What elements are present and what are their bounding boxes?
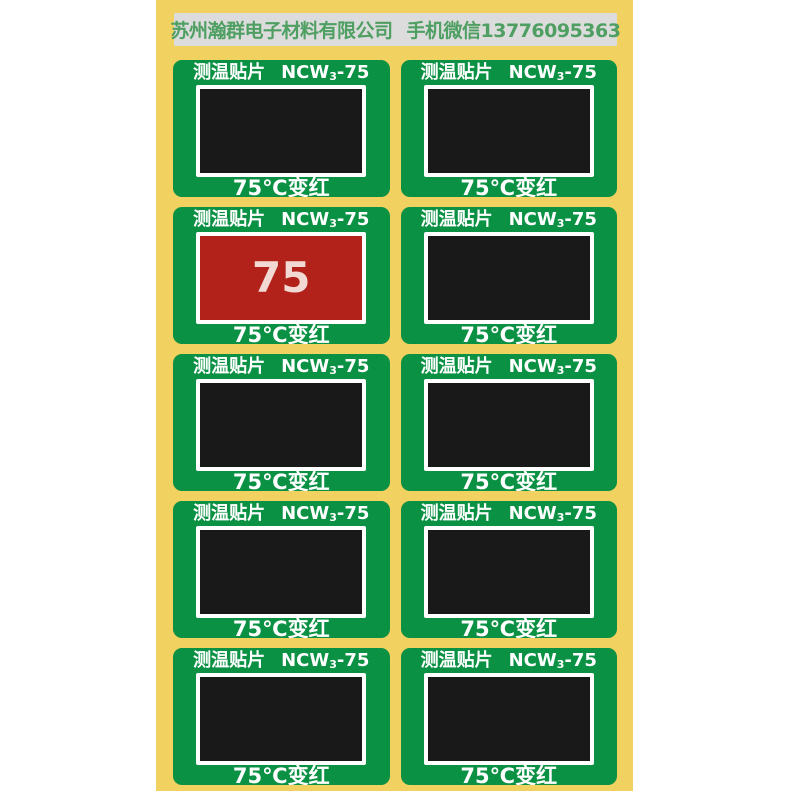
model-subscript: 3: [329, 217, 337, 230]
model-prefix: NCW: [508, 650, 557, 671]
temperature-sticker: 测温贴片 NCW 3 -75 75℃变红: [173, 60, 390, 197]
sticker-name: 测温贴片: [193, 356, 266, 377]
sticker-name: 测温贴片: [193, 650, 266, 671]
model-suffix: -75: [336, 356, 370, 377]
sticker-title: 测温贴片 NCW 3 -75: [193, 209, 369, 231]
sticker-model: NCW 3 -75: [281, 209, 369, 231]
model-prefix: NCW: [281, 503, 330, 524]
model-prefix: NCW: [281, 650, 330, 671]
model-suffix: -75: [336, 503, 370, 524]
sticker-caption: 75℃变红: [460, 322, 558, 344]
model-subscript: 3: [329, 364, 337, 377]
temperature-sticker: 测温贴片 NCW 3 -75 75℃变红: [400, 648, 617, 785]
sticker-model: NCW 3 -75: [509, 650, 597, 672]
model-subscript: 3: [556, 658, 565, 671]
temperature-sticker: 测温贴片 NCW 3 -75 75℃变红: [400, 207, 617, 344]
sticker-title: 测温贴片 NCW 3 -75: [421, 356, 597, 378]
model-subscript: 3: [329, 511, 337, 524]
sticker-model: NCW 3 -75: [281, 62, 369, 84]
sticker-name: 测温贴片: [420, 62, 493, 83]
model-suffix: -75: [336, 650, 370, 671]
sticker-title: 测温贴片 NCW 3 -75: [421, 503, 597, 525]
sticker-model: NCW 3 -75: [509, 62, 597, 84]
model-subscript: 3: [556, 217, 565, 230]
sticker-caption: 75℃变红: [232, 616, 330, 638]
model-suffix: -75: [336, 209, 370, 230]
sticker-title: 测温贴片 NCW 3 -75: [193, 62, 369, 84]
indicator-window: [423, 378, 594, 471]
indicator-window: [196, 525, 367, 618]
sticker-caption: 75℃变红: [460, 616, 558, 638]
sticker-name: 测温贴片: [193, 503, 266, 524]
sticker-caption: 75℃变红: [232, 322, 330, 344]
indicator-window: [423, 672, 594, 765]
model-prefix: NCW: [281, 62, 330, 83]
indicator-window: [196, 672, 367, 765]
model-prefix: NCW: [508, 209, 557, 230]
sticker-name: 测温贴片: [420, 650, 493, 671]
model-prefix: NCW: [508, 503, 557, 524]
sticker-title: 测温贴片 NCW 3 -75: [193, 356, 369, 378]
sticker-model: NCW 3 -75: [281, 650, 369, 672]
sticker-name: 测温贴片: [420, 209, 493, 230]
indicator-window: [423, 231, 594, 324]
indicator-window: [196, 378, 367, 471]
sticker-model: NCW 3 -75: [281, 503, 369, 525]
model-suffix: -75: [336, 62, 370, 83]
temperature-sticker-activated: 测温贴片 NCW 3 -75 75 75℃变红: [173, 207, 390, 344]
sticker-caption: 75℃变红: [232, 469, 330, 491]
model-suffix: -75: [564, 356, 597, 377]
temperature-sticker: 测温贴片 NCW 3 -75 75℃变红: [173, 501, 390, 638]
sticker-title: 测温贴片 NCW 3 -75: [193, 650, 369, 672]
model-suffix: -75: [564, 62, 597, 83]
temperature-sticker: 测温贴片 NCW 3 -75 75℃变红: [400, 501, 617, 638]
temperature-sticker: 测温贴片 NCW 3 -75 75℃变红: [400, 60, 617, 197]
indicator-window: [423, 84, 594, 177]
sticker-name: 测温贴片: [193, 62, 266, 83]
sticker-title: 测温贴片 NCW 3 -75: [193, 503, 369, 525]
model-subscript: 3: [556, 364, 565, 377]
temperature-sticker: 测温贴片 NCW 3 -75 75℃变红: [400, 354, 617, 491]
sticker-caption: 75℃变红: [232, 175, 330, 197]
sticker-title: 测温贴片 NCW 3 -75: [421, 62, 597, 84]
sticker-title: 测温贴片 NCW 3 -75: [421, 209, 597, 231]
company-name: 苏州瀚群电子材料有限公司: [170, 20, 394, 42]
sticker-model: NCW 3 -75: [509, 503, 597, 525]
model-subscript: 3: [329, 70, 337, 83]
model-subscript: 3: [556, 511, 565, 524]
sticker-title: 测温贴片 NCW 3 -75: [421, 650, 597, 672]
model-prefix: NCW: [281, 209, 330, 230]
sticker-caption: 75℃变红: [460, 175, 558, 197]
model-suffix: -75: [564, 503, 597, 524]
sticker-model: NCW 3 -75: [509, 356, 597, 378]
product-photo-panel: 苏州瀚群电子材料有限公司 手机微信13776095363 测温贴片 NCW 3 -7…: [156, 0, 633, 791]
contact-phone: 手机微信13776095363: [406, 20, 621, 42]
model-subscript: 3: [329, 658, 337, 671]
model-suffix: -75: [564, 650, 597, 671]
model-suffix: -75: [564, 209, 597, 230]
indicator-window-activated: 75: [196, 231, 367, 324]
sticker-name: 测温贴片: [420, 356, 493, 377]
model-prefix: NCW: [508, 62, 557, 83]
temperature-sticker: 测温贴片 NCW 3 -75 75℃变红: [173, 648, 390, 785]
indicator-window: [423, 525, 594, 618]
model-subscript: 3: [556, 70, 565, 83]
sticker-name: 测温贴片: [420, 503, 493, 524]
indicator-value: 75: [252, 252, 311, 302]
seller-header-bar: 苏州瀚群电子材料有限公司 手机微信13776095363: [170, 13, 621, 46]
sticker-caption: 75℃变红: [232, 763, 330, 785]
sticker-caption: 75℃变红: [460, 469, 558, 491]
sticker-caption: 75℃变红: [460, 763, 558, 785]
indicator-window: [196, 84, 367, 177]
sticker-model: NCW 3 -75: [281, 356, 369, 378]
model-prefix: NCW: [508, 356, 557, 377]
sticker-name: 测温贴片: [193, 209, 266, 230]
sticker-model: NCW 3 -75: [509, 209, 597, 231]
sticker-grid: 测温贴片 NCW 3 -75 75℃变红 测温贴片 NCW 3 -75 75℃变红 测温…: [173, 60, 617, 785]
temperature-sticker: 测温贴片 NCW 3 -75 75℃变红: [173, 354, 390, 491]
model-prefix: NCW: [281, 356, 330, 377]
